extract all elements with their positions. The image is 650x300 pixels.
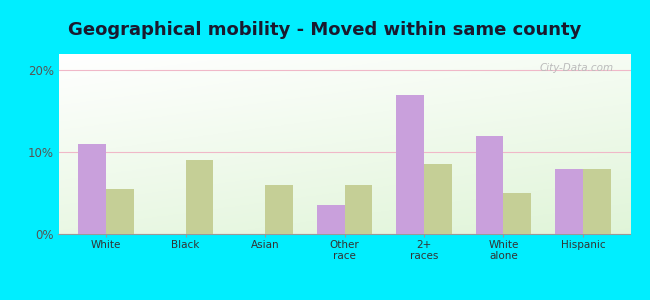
Bar [265, 185, 293, 234]
Bar [186, 160, 213, 234]
Text: Geographical mobility - Moved within same county: Geographical mobility - Moved within sam… [68, 21, 582, 39]
Legend: Pigeon Forge, TN, Tennessee: Pigeon Forge, TN, Tennessee [225, 298, 464, 300]
Text: City-Data.com: City-Data.com [540, 63, 614, 73]
Bar [344, 185, 372, 234]
Bar [106, 189, 134, 234]
Bar [503, 193, 531, 234]
Bar [583, 169, 610, 234]
Bar [79, 144, 106, 234]
Bar [476, 136, 503, 234]
Bar [424, 164, 452, 234]
Bar [317, 206, 345, 234]
Bar [555, 169, 583, 234]
Bar [396, 95, 424, 234]
